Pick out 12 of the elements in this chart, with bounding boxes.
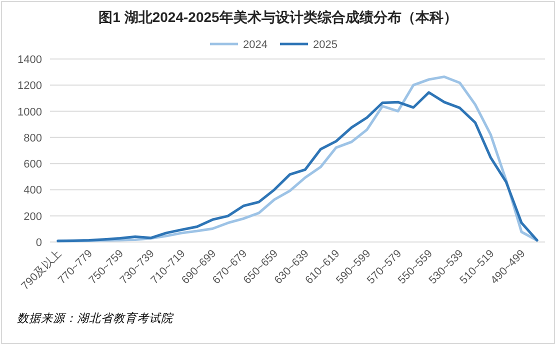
source-note: 数据来源：湖北省教育考试院 [17, 312, 174, 325]
y-tick-label: 600 [24, 158, 42, 171]
y-tick-label: 200 [24, 210, 42, 223]
y-tick-label: 0 [36, 237, 42, 249]
chart-title: 图1 湖北2024-2025年美术与设计类综合成绩分布（本科） [98, 9, 458, 25]
y-tick-label: 400 [24, 184, 42, 197]
y-tick-label: 1200 [18, 80, 42, 92]
legend-label: 2024 [243, 39, 268, 51]
y-tick-label: 1000 [18, 106, 42, 118]
legend-label: 2025 [313, 39, 338, 51]
y-tick-label: 800 [24, 132, 42, 144]
y-tick-label: 1400 [18, 54, 42, 66]
